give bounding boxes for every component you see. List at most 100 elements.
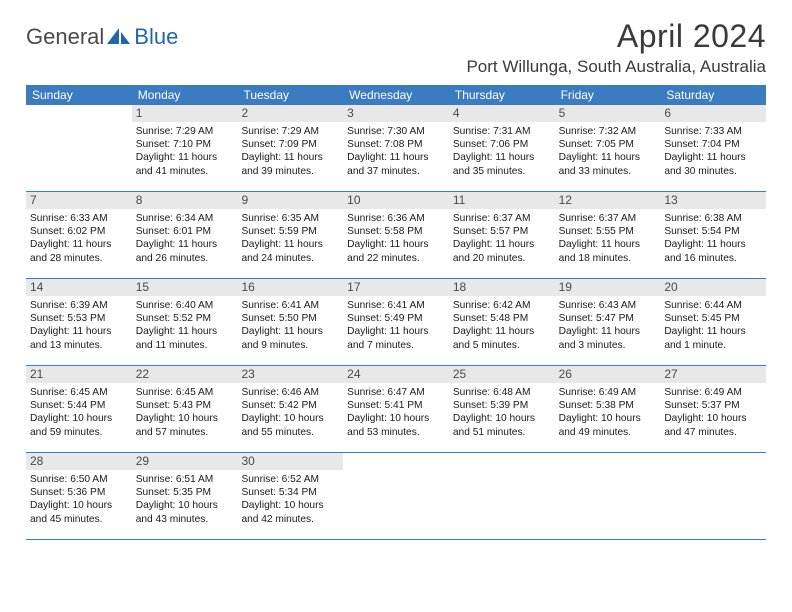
daylight-text: Daylight: 11 hours and 9 minutes. (241, 325, 339, 351)
daylight-text: Daylight: 11 hours and 22 minutes. (347, 238, 445, 264)
header: General Blue April 2024 Port Willunga, S… (26, 18, 766, 77)
day-cell: 27Sunrise: 6:49 AMSunset: 5:37 PMDayligh… (660, 366, 766, 452)
day-number: 28 (26, 453, 132, 470)
sunrise-text: Sunrise: 6:45 AM (30, 386, 128, 399)
weekday-header: Monday (132, 85, 238, 105)
daylight-text: Daylight: 10 hours and 45 minutes. (30, 499, 128, 525)
day-cell (555, 453, 661, 539)
sunset-text: Sunset: 6:02 PM (30, 225, 128, 238)
day-cell: 10Sunrise: 6:36 AMSunset: 5:58 PMDayligh… (343, 192, 449, 278)
daylight-text: Daylight: 11 hours and 1 minute. (664, 325, 762, 351)
sunrise-text: Sunrise: 6:41 AM (347, 299, 445, 312)
day-cell: 23Sunrise: 6:46 AMSunset: 5:42 PMDayligh… (237, 366, 343, 452)
sunrise-text: Sunrise: 7:29 AM (136, 125, 234, 138)
sunrise-text: Sunrise: 6:34 AM (136, 212, 234, 225)
logo-word-1: General (26, 24, 104, 50)
day-cell: 24Sunrise: 6:47 AMSunset: 5:41 PMDayligh… (343, 366, 449, 452)
sunset-text: Sunset: 7:10 PM (136, 138, 234, 151)
weekday-header-row: SundayMondayTuesdayWednesdayThursdayFrid… (26, 85, 766, 105)
sunrise-text: Sunrise: 6:45 AM (136, 386, 234, 399)
daylight-text: Daylight: 10 hours and 42 minutes. (241, 499, 339, 525)
daylight-text: Daylight: 11 hours and 39 minutes. (241, 151, 339, 177)
sunset-text: Sunset: 7:08 PM (347, 138, 445, 151)
sunrise-text: Sunrise: 6:49 AM (664, 386, 762, 399)
sunset-text: Sunset: 5:53 PM (30, 312, 128, 325)
day-cell: 15 Sunrise: 6:40 AMSunset: 5:52 PMDayligh… (132, 279, 238, 365)
sunset-text: Sunset: 5:41 PM (347, 399, 445, 412)
day-cell: 22Sunrise: 6:45 AMSunset: 5:43 PMDayligh… (132, 366, 238, 452)
sunrise-text: Sunrise: 6:47 AM (347, 386, 445, 399)
day-number: 4 (449, 105, 555, 122)
page-title: April 2024 (466, 18, 766, 55)
sunset-text: Sunset: 5:34 PM (241, 486, 339, 499)
day-number: 15 (132, 279, 238, 296)
sunset-text: Sunset: 5:37 PM (664, 399, 762, 412)
day-number: 16 (237, 279, 343, 296)
daylight-text: Daylight: 11 hours and 7 minutes. (347, 325, 445, 351)
day-cell: 16Sunrise: 6:41 AMSunset: 5:50 PMDayligh… (237, 279, 343, 365)
sunrise-text: Sunrise: 6:39 AM (30, 299, 128, 312)
sunrise-text: Sunrise: 6:46 AM (241, 386, 339, 399)
sunset-text: Sunset: 6:01 PM (136, 225, 234, 238)
daylight-text: Daylight: 11 hours and 5 minutes. (453, 325, 551, 351)
day-number: 21 (26, 366, 132, 383)
daylight-text: Daylight: 11 hours and 28 minutes. (30, 238, 128, 264)
day-number: 19 (555, 279, 661, 296)
day-number: 20 (660, 279, 766, 296)
sunrise-text: Sunrise: 6:37 AM (453, 212, 551, 225)
day-cell: 8Sunrise: 6:34 AMSunset: 6:01 PMDaylight… (132, 192, 238, 278)
sunrise-text: Sunrise: 6:40 AM (136, 299, 234, 312)
sunrise-text: Sunrise: 6:48 AM (453, 386, 551, 399)
day-number: 12 (555, 192, 661, 209)
daylight-text: Daylight: 11 hours and 3 minutes. (559, 325, 657, 351)
day-cell (449, 453, 555, 539)
sunset-text: Sunset: 5:59 PM (241, 225, 339, 238)
sunset-text: Sunset: 7:06 PM (453, 138, 551, 151)
sunrise-text: Sunrise: 6:36 AM (347, 212, 445, 225)
day-cell (660, 453, 766, 539)
week-row: 14 Sunrise: 6:39 AMSunset: 5:53 PM Dayligh… (26, 279, 766, 366)
day-cell: 3Sunrise: 7:30 AMSunset: 7:08 PMDaylight… (343, 105, 449, 191)
daylight-text: Daylight: 11 hours and 11 minutes. (136, 325, 234, 351)
day-number: 18 (449, 279, 555, 296)
daylight-text: Daylight: 11 hours and 35 minutes. (453, 151, 551, 177)
sunset-text: Sunset: 5:48 PM (453, 312, 551, 325)
day-number: 6 (660, 105, 766, 122)
weekday-header: Tuesday (237, 85, 343, 105)
daylight-text: Daylight: 10 hours and 53 minutes. (347, 412, 445, 438)
day-cell: 9Sunrise: 6:35 AMSunset: 5:59 PMDaylight… (237, 192, 343, 278)
day-number: 3 (343, 105, 449, 122)
day-cell (343, 453, 449, 539)
weekday-header: Sunday (26, 85, 132, 105)
week-row: 28Sunrise: 6:50 AMSunset: 5:36 PMDayligh… (26, 453, 766, 540)
sunrise-text: Sunrise: 6:44 AM (664, 299, 762, 312)
weekday-header: Thursday (449, 85, 555, 105)
sunset-text: Sunset: 5:38 PM (559, 399, 657, 412)
sunrise-text: Sunrise: 7:29 AM (241, 125, 339, 138)
sunset-text: Sunset: 5:52 PM (136, 312, 234, 325)
day-number: 26 (555, 366, 661, 383)
weekday-header: Saturday (660, 85, 766, 105)
day-cell: 18Sunrise: 6:42 AMSunset: 5:48 PMDayligh… (449, 279, 555, 365)
day-cell: 21Sunrise: 6:45 AMSunset: 5:44 PMDayligh… (26, 366, 132, 452)
sunrise-text: Sunrise: 6:37 AM (559, 212, 657, 225)
logo-sail-icon (106, 26, 132, 48)
daylight-text: Daylight: 11 hours and 24 minutes. (241, 238, 339, 264)
sunrise-text: Sunrise: 6:50 AM (30, 473, 128, 486)
sunset-text: Sunset: 5:55 PM (559, 225, 657, 238)
day-cell: 13Sunrise: 6:38 AMSunset: 5:54 PMDayligh… (660, 192, 766, 278)
day-cell: 20Sunrise: 6:44 AMSunset: 5:45 PMDayligh… (660, 279, 766, 365)
day-number: 14 (26, 279, 132, 296)
sunset-text: Sunset: 7:05 PM (559, 138, 657, 151)
day-number: 29 (132, 453, 238, 470)
sunrise-text: Sunrise: 6:43 AM (559, 299, 657, 312)
week-row: 21Sunrise: 6:45 AMSunset: 5:44 PMDayligh… (26, 366, 766, 453)
sunrise-text: Sunrise: 6:33 AM (30, 212, 128, 225)
sunrise-text: Sunrise: 6:52 AM (241, 473, 339, 486)
sunrise-text: Sunrise: 6:35 AM (241, 212, 339, 225)
sunset-text: Sunset: 5:39 PM (453, 399, 551, 412)
logo-word-2: Blue (134, 24, 178, 50)
day-number: 10 (343, 192, 449, 209)
daylight-text: Daylight: 11 hours and 20 minutes. (453, 238, 551, 264)
day-number: 1 (132, 105, 238, 122)
